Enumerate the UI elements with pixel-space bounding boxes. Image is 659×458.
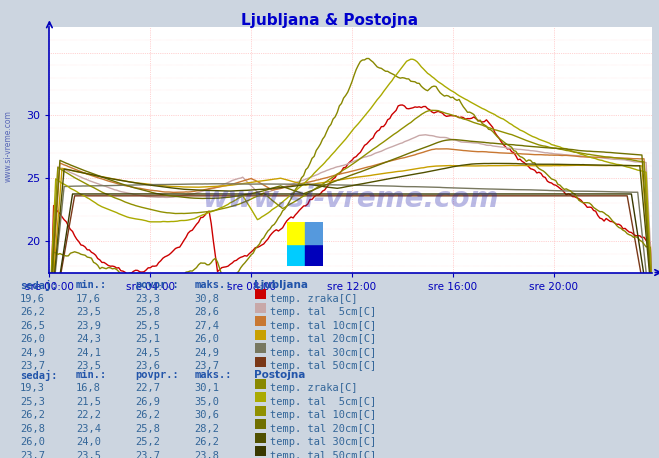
Text: 26,0: 26,0 <box>194 334 219 344</box>
Text: 26,2: 26,2 <box>20 307 45 317</box>
Text: 23,5: 23,5 <box>76 451 101 458</box>
Text: 23,5: 23,5 <box>76 307 101 317</box>
Text: 26,0: 26,0 <box>20 334 45 344</box>
Text: 24,3: 24,3 <box>76 334 101 344</box>
Text: 24,0: 24,0 <box>76 437 101 447</box>
Text: 19,3: 19,3 <box>20 383 45 393</box>
Text: temp. tal  5cm[C]: temp. tal 5cm[C] <box>270 307 376 317</box>
Text: 23,7: 23,7 <box>20 451 45 458</box>
Text: temp. zraka[C]: temp. zraka[C] <box>270 383 358 393</box>
Bar <box>304 222 323 244</box>
Text: temp. tal 30cm[C]: temp. tal 30cm[C] <box>270 437 376 447</box>
Text: 23,8: 23,8 <box>194 451 219 458</box>
Text: 35,0: 35,0 <box>194 397 219 407</box>
Text: 24,9: 24,9 <box>20 348 45 358</box>
Text: 30,1: 30,1 <box>194 383 219 393</box>
Text: 26,9: 26,9 <box>135 397 160 407</box>
Text: 22,2: 22,2 <box>76 410 101 420</box>
Text: 23,5: 23,5 <box>76 361 101 371</box>
Text: 23,7: 23,7 <box>20 361 45 371</box>
Text: 28,6: 28,6 <box>194 307 219 317</box>
Text: temp. tal 20cm[C]: temp. tal 20cm[C] <box>270 334 376 344</box>
Text: sedaj:: sedaj: <box>20 280 57 291</box>
Text: temp. tal 50cm[C]: temp. tal 50cm[C] <box>270 451 376 458</box>
Text: povpr.:: povpr.: <box>135 370 179 380</box>
Text: 26,2: 26,2 <box>135 410 160 420</box>
Text: 25,8: 25,8 <box>135 424 160 434</box>
Text: 25,2: 25,2 <box>135 437 160 447</box>
Text: 26,8: 26,8 <box>20 424 45 434</box>
Text: 26,0: 26,0 <box>20 437 45 447</box>
Text: temp. tal 10cm[C]: temp. tal 10cm[C] <box>270 321 376 331</box>
Text: 30,6: 30,6 <box>194 410 219 420</box>
Text: Postojna: Postojna <box>254 370 305 380</box>
Text: Ljubljana: Ljubljana <box>254 280 308 290</box>
Text: 28,2: 28,2 <box>194 424 219 434</box>
Text: 23,6: 23,6 <box>135 361 160 371</box>
Text: temp. tal  5cm[C]: temp. tal 5cm[C] <box>270 397 376 407</box>
Text: 24,9: 24,9 <box>194 348 219 358</box>
Text: 30,8: 30,8 <box>194 294 219 304</box>
Text: Ljubljana & Postojna: Ljubljana & Postojna <box>241 13 418 28</box>
Text: temp. tal 30cm[C]: temp. tal 30cm[C] <box>270 348 376 358</box>
Bar <box>287 222 304 244</box>
Text: 26,2: 26,2 <box>194 437 219 447</box>
Text: 19,6: 19,6 <box>20 294 45 304</box>
Text: temp. tal 10cm[C]: temp. tal 10cm[C] <box>270 410 376 420</box>
Bar <box>304 244 323 266</box>
Text: min.:: min.: <box>76 370 107 380</box>
Text: 16,8: 16,8 <box>76 383 101 393</box>
Text: 25,3: 25,3 <box>20 397 45 407</box>
Text: temp. tal 20cm[C]: temp. tal 20cm[C] <box>270 424 376 434</box>
Text: 17,6: 17,6 <box>76 294 101 304</box>
Text: 23,4: 23,4 <box>76 424 101 434</box>
Text: 23,7: 23,7 <box>135 451 160 458</box>
Text: 26,2: 26,2 <box>20 410 45 420</box>
Text: 22,7: 22,7 <box>135 383 160 393</box>
Text: www.si-vreme.com: www.si-vreme.com <box>203 185 499 213</box>
Bar <box>287 244 304 266</box>
Text: 24,5: 24,5 <box>135 348 160 358</box>
Text: 25,5: 25,5 <box>135 321 160 331</box>
Text: min.:: min.: <box>76 280 107 290</box>
Text: maks.:: maks.: <box>194 280 232 290</box>
Text: 25,1: 25,1 <box>135 334 160 344</box>
Text: temp. zraka[C]: temp. zraka[C] <box>270 294 358 304</box>
Text: temp. tal 50cm[C]: temp. tal 50cm[C] <box>270 361 376 371</box>
Text: 25,8: 25,8 <box>135 307 160 317</box>
Text: povpr.:: povpr.: <box>135 280 179 290</box>
Text: 26,5: 26,5 <box>20 321 45 331</box>
Text: 23,9: 23,9 <box>76 321 101 331</box>
Text: 21,5: 21,5 <box>76 397 101 407</box>
Text: 27,4: 27,4 <box>194 321 219 331</box>
Text: 23,7: 23,7 <box>194 361 219 371</box>
Text: 23,3: 23,3 <box>135 294 160 304</box>
Text: www.si-vreme.com: www.si-vreme.com <box>3 111 13 182</box>
Text: sedaj:: sedaj: <box>20 370 57 381</box>
Text: maks.:: maks.: <box>194 370 232 380</box>
Text: 24,1: 24,1 <box>76 348 101 358</box>
